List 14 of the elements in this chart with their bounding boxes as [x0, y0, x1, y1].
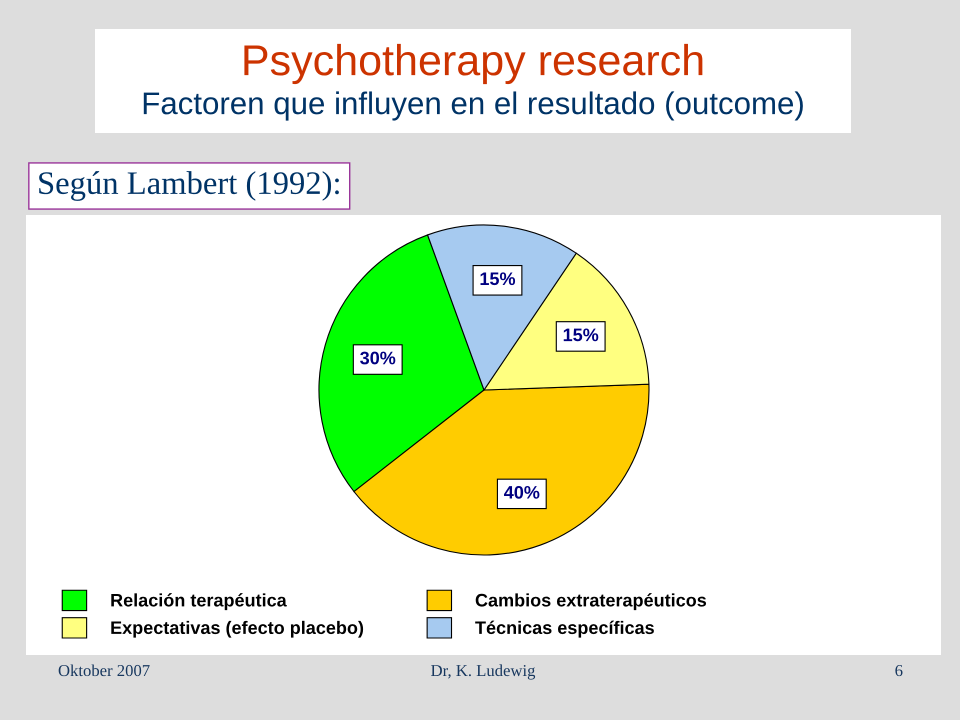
text: Oktober 2007: [58, 664, 150, 676]
data-label: 15%: [564, 328, 598, 342]
legend-label: Técnicas específicas: [475, 620, 654, 638]
legend-label: Expectativas (efecto placebo): [111, 620, 364, 638]
text: Dr, K. Ludewig: [431, 664, 536, 680]
chart-title: Psychotherapy research: [244, 44, 702, 84]
legend-label: Cambios extraterapéuticos: [476, 593, 706, 610]
text: 6: [895, 664, 903, 676]
data-label: 40%: [504, 486, 540, 499]
data-label: 15%: [480, 272, 516, 286]
chart-subtitle: Factoren que influyen en el resultado (outcome): [144, 91, 803, 121]
legend-label: Relación terapéutica: [111, 593, 287, 610]
text: Según Lambert (1992):: [39, 171, 339, 201]
data-label: 30%: [360, 352, 396, 364]
